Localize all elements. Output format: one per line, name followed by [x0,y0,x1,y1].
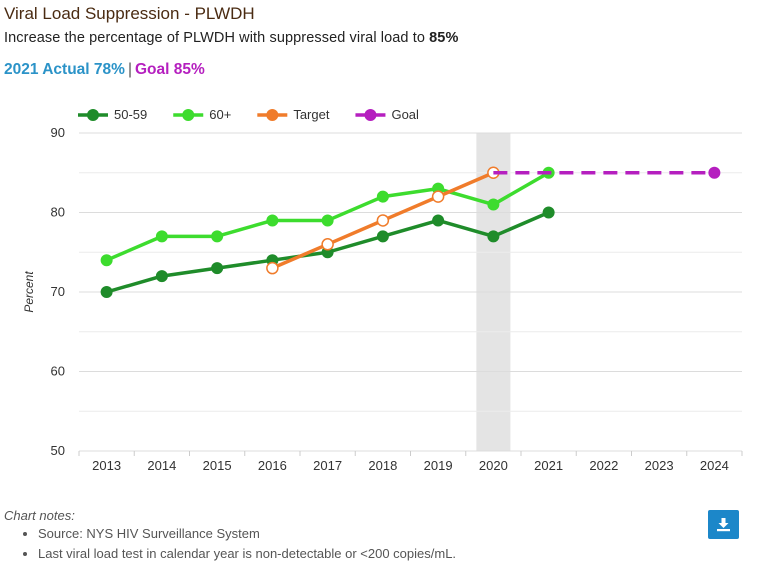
legend-marker-target [266,109,279,121]
point-60-2016 [266,214,279,227]
x-tick-label: 2020 [479,458,508,473]
point-50-59-2015 [211,262,224,275]
page-title: Viral Load Suppression - PLWDH [4,4,255,23]
x-tick-label: 2023 [645,458,674,473]
x-tick-label: 2024 [700,458,729,473]
point-50-59-2019 [432,214,445,227]
line-chart: 50 60 70 80 90 2013 2014 2015 2016 2017 2018 2019 20… [22,107,743,473]
point-60-2013 [100,254,113,267]
subtitle-target-value: 85% [429,30,459,46]
chart-note-source: Source: NYS HIV Surveillance System [38,526,456,542]
point-60-2015 [211,230,224,243]
x-tick-label: 2019 [424,458,453,473]
chart-note-definition: Last viral load test in calendar year is… [38,546,456,562]
chart-notes-list: Source: NYS HIV Surveillance System Last… [4,526,456,562]
legend-label-50-59: 50-59 [114,107,147,122]
y-tick-label: 60 [51,364,65,379]
point-target-2019 [431,190,445,203]
point-50-59-2014 [155,270,168,283]
point-50-59-2018 [376,230,389,243]
chart-notes-header: Chart notes: [4,508,75,523]
y-tick-label: 80 [51,205,65,220]
goal-label: Goal [134,61,170,78]
point-60-2017 [321,214,334,227]
point-target-2016 [266,261,279,275]
x-tick-label: 2015 [203,458,232,473]
x-tick-label: 2017 [313,458,342,473]
y-tick-label: 90 [51,125,65,140]
legend-marker-60 [182,109,195,121]
point-50-59-2020 [487,230,500,243]
actual-kpi: 2021 Actual 78% [4,61,125,78]
chart-subtitle: Increase the percentage of PLWDH with su… [4,30,458,46]
legend-marker-goal [364,109,377,121]
legend-label-goal: Goal [391,107,419,122]
point-60-2020 [487,198,500,211]
download-button[interactable] [708,510,739,539]
goal-kpi: Goal 85% [135,61,205,78]
point-50-59-2021 [542,206,555,219]
point-60-2014 [155,230,168,243]
y-axis-title: Percent [22,271,36,313]
legend-label-60: 60+ [209,107,231,122]
y-tick-label: 50 [51,443,65,458]
actual-label: 2021 Actual [4,61,90,78]
kpi-separator: | [127,61,132,78]
subtitle-text: Increase the percentage of PLWDH with su… [4,30,430,46]
point-target-2018 [376,214,390,227]
download-icon [717,518,730,532]
chart-notes: Chart notes: Source: NYS HIV Surveillanc… [4,508,456,566]
legend-label-target: Target [293,107,330,122]
point-target-2017 [321,238,334,251]
x-tick-label: 2021 [534,458,563,473]
point-goal-2024 [708,166,721,179]
legend-marker-50-59 [87,109,99,121]
kpi-summary: 2021 Actual 78% | Goal 85% [4,61,205,79]
goal-value: 85% [173,61,205,78]
x-tick-label: 2013 [92,458,121,473]
y-tick-label: 70 [51,284,65,299]
x-tick-label: 2018 [368,458,397,473]
x-tick-label: 2014 [147,458,176,473]
x-tick-label: 2022 [589,458,618,473]
point-60-2018 [376,190,389,203]
point-50-59-2013 [100,286,113,298]
x-tick-label: 2016 [258,458,287,473]
actual-value: 78% [93,61,125,78]
